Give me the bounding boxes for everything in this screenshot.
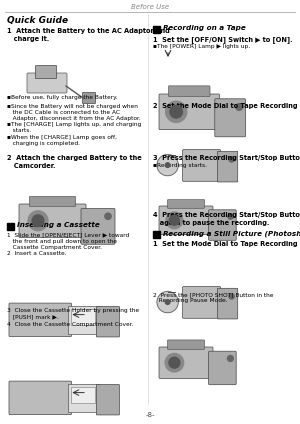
Circle shape — [229, 294, 234, 299]
Text: 4  Press the Recording Start/Stop Button
   again to pause the recording.: 4 Press the Recording Start/Stop Button … — [153, 212, 300, 226]
Circle shape — [165, 163, 170, 167]
Circle shape — [169, 215, 179, 225]
Text: Quick Guide: Quick Guide — [7, 16, 68, 25]
Text: 2  Insert a Cassette.: 2 Insert a Cassette. — [7, 251, 67, 256]
Bar — [7, 223, 14, 230]
Circle shape — [157, 154, 178, 176]
Text: 1  Slide the [OPEN/EJECT] Lever ▶ toward
   the front and pull down to open the
: 1 Slide the [OPEN/EJECT] Lever ▶ toward … — [7, 233, 129, 251]
FancyBboxPatch shape — [96, 307, 119, 337]
Text: 1  Set the Mode Dial to Tape Recording Mode.: 1 Set the Mode Dial to Tape Recording Mo… — [153, 241, 300, 247]
Bar — [153, 26, 160, 33]
Text: 2  Attach the charged Battery to the
   Camcorder.: 2 Attach the charged Battery to the Camc… — [7, 155, 142, 169]
Circle shape — [32, 215, 44, 226]
Circle shape — [227, 356, 233, 361]
FancyBboxPatch shape — [9, 303, 71, 337]
Text: ▪The [POWER] Lamp ▶ lights up.: ▪The [POWER] Lamp ▶ lights up. — [153, 44, 250, 49]
FancyBboxPatch shape — [29, 196, 76, 206]
FancyBboxPatch shape — [19, 204, 86, 237]
FancyBboxPatch shape — [208, 210, 236, 240]
FancyBboxPatch shape — [159, 94, 220, 130]
Circle shape — [166, 101, 187, 123]
Circle shape — [105, 213, 111, 219]
Circle shape — [236, 103, 243, 110]
FancyBboxPatch shape — [215, 99, 246, 137]
FancyBboxPatch shape — [96, 385, 119, 415]
Text: 3  Press the Recording Start/Stop Button.: 3 Press the Recording Start/Stop Button. — [153, 155, 300, 161]
Text: Recording a Still Picture (Photoshot): Recording a Still Picture (Photoshot) — [163, 230, 300, 237]
FancyBboxPatch shape — [159, 206, 213, 234]
Circle shape — [165, 300, 170, 304]
FancyBboxPatch shape — [70, 387, 95, 403]
FancyBboxPatch shape — [70, 309, 95, 325]
Circle shape — [166, 212, 183, 229]
FancyBboxPatch shape — [167, 200, 205, 208]
Text: Recording on a Tape: Recording on a Tape — [163, 25, 246, 31]
Bar — [153, 231, 160, 238]
Text: 3  Close the Cassette Holder by pressing the
   [PUSH] mark ▶.: 3 Close the Cassette Holder by pressing … — [7, 308, 139, 319]
Text: ▪Recording starts.: ▪Recording starts. — [153, 163, 207, 168]
Text: ▪Since the Battery will not be charged when
   the DC Cable is connected to the : ▪Since the Battery will not be charged w… — [7, 104, 141, 121]
FancyBboxPatch shape — [68, 384, 99, 412]
FancyBboxPatch shape — [218, 288, 238, 319]
FancyBboxPatch shape — [183, 150, 220, 181]
Circle shape — [169, 357, 180, 368]
Circle shape — [228, 214, 233, 219]
Circle shape — [28, 211, 48, 231]
Text: ▪Before use, fully charge the Battery.: ▪Before use, fully charge the Battery. — [7, 95, 118, 100]
Circle shape — [170, 106, 182, 118]
Text: 1  Set the [OFF/ON] Switch ▶ to [ON].: 1 Set the [OFF/ON] Switch ▶ to [ON]. — [153, 36, 292, 43]
Text: ▪When the [CHARGE] Lamp goes off,
   charging is completed.: ▪When the [CHARGE] Lamp goes off, chargi… — [7, 135, 117, 146]
FancyBboxPatch shape — [167, 340, 205, 349]
Text: 1  Attach the Battery to the AC Adaptor and
   charge it.: 1 Attach the Battery to the AC Adaptor a… — [7, 28, 170, 42]
FancyBboxPatch shape — [208, 351, 236, 385]
FancyBboxPatch shape — [27, 73, 67, 93]
Circle shape — [229, 157, 234, 162]
FancyBboxPatch shape — [82, 92, 95, 103]
Text: ▪The [CHARGE] Lamp lights up, and charging
   starts.: ▪The [CHARGE] Lamp lights up, and chargi… — [7, 122, 141, 133]
Text: Before Use: Before Use — [131, 4, 169, 10]
FancyBboxPatch shape — [169, 86, 210, 97]
Text: 2  Set the Mode Dial to Tape Recording Mode.: 2 Set the Mode Dial to Tape Recording Mo… — [153, 103, 300, 109]
Circle shape — [165, 354, 184, 372]
FancyBboxPatch shape — [183, 287, 220, 318]
Circle shape — [157, 291, 178, 313]
Text: 4  Close the Cassette Compartment Cover.: 4 Close the Cassette Compartment Cover. — [7, 322, 134, 327]
FancyBboxPatch shape — [68, 306, 99, 334]
FancyBboxPatch shape — [218, 151, 238, 182]
Text: Inserting a Cassette: Inserting a Cassette — [17, 222, 100, 228]
FancyBboxPatch shape — [9, 381, 71, 415]
Text: 2  Press the [PHOTO SHOT] Button in the
   Recording Pause Mode.: 2 Press the [PHOTO SHOT] Button in the R… — [153, 292, 274, 303]
FancyBboxPatch shape — [35, 65, 56, 78]
FancyBboxPatch shape — [81, 209, 115, 244]
Text: -8-: -8- — [145, 412, 155, 418]
FancyBboxPatch shape — [159, 347, 213, 378]
